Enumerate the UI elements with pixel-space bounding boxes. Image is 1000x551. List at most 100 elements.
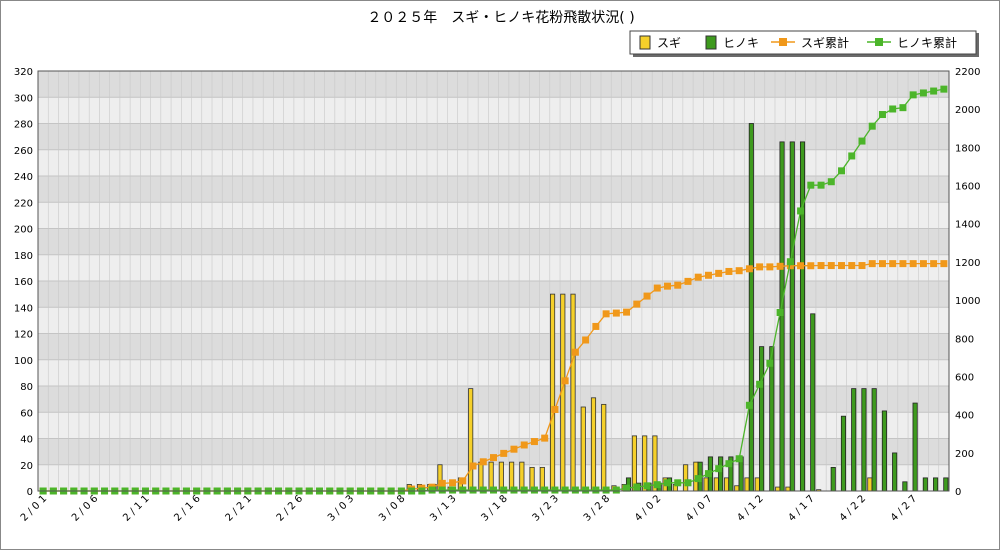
right-tick-label: 0 — [955, 487, 961, 498]
bar-hinoki — [810, 313, 816, 492]
left-tick-label: 300 — [14, 93, 33, 104]
right-tick-label: 200 — [955, 449, 974, 460]
bar-hinoki — [759, 346, 765, 492]
bar-hinoki — [769, 346, 775, 492]
bar-hinoki — [718, 456, 724, 492]
plot-band — [38, 333, 949, 360]
left-tick-label: 240 — [14, 172, 33, 183]
plot-band — [38, 202, 949, 229]
x-tick-label: 4 / 0 7 — [684, 493, 714, 523]
sugi-cumulative-marker — [756, 263, 764, 271]
hinoki-cumulative-marker — [510, 486, 518, 494]
bar-hinoki — [748, 123, 754, 492]
bar-hinoki — [912, 402, 918, 492]
hinoki-cumulative-marker — [602, 486, 610, 494]
bar-hinoki — [871, 388, 877, 492]
x-tick-label: 3 / 0 3 — [326, 493, 356, 523]
bar-hinoki — [902, 481, 908, 492]
hinoki-cumulative-marker — [889, 105, 897, 113]
hinoki-cumulative-marker — [776, 309, 784, 316]
bar-hinoki — [881, 410, 887, 492]
x-tick-label: 4 / 1 7 — [787, 493, 817, 523]
sugi-cumulative-marker — [704, 271, 712, 279]
left-tick-label: 140 — [14, 303, 33, 314]
sugi-cumulative-marker — [919, 260, 927, 268]
plot-band — [38, 123, 949, 150]
sugi-cumulative-marker — [838, 262, 846, 270]
hinoki-cumulative-marker — [878, 111, 886, 119]
hinoki-cumulative-marker — [459, 486, 467, 494]
hinoki-cumulative-marker — [797, 207, 805, 215]
legend: スギ ヒノキ スギ累計 ヒノキ累計 — [629, 30, 979, 57]
sugi-cumulative-marker — [797, 262, 805, 270]
right-tick-label: 800 — [955, 334, 974, 345]
sugi-cumulative-marker — [653, 284, 661, 292]
sugi-cumulative-marker — [735, 267, 743, 275]
hinoki-cumulative-marker — [592, 486, 600, 494]
sugi-cumulative-marker — [848, 262, 856, 270]
hinoki-cumulative-marker — [561, 486, 569, 494]
sugi-cumulative-marker — [623, 308, 631, 316]
left-tick-label: 160 — [14, 277, 33, 288]
x-tick-label: 4 / 0 2 — [633, 493, 663, 523]
bar-sugi — [631, 435, 637, 492]
hinoki-cumulative-marker — [756, 380, 764, 388]
right-tick-label: 1200 — [955, 258, 980, 269]
hinoki-cumulative-marker — [694, 475, 702, 483]
sugi-cumulative-marker — [541, 434, 549, 442]
sugi-cumulative-marker — [674, 281, 682, 289]
hinoki-cumulative-marker — [909, 91, 917, 99]
x-tick-label: 4 / 2 2 — [838, 493, 868, 523]
left-tick-label: 200 — [14, 225, 33, 236]
x-tick-label: 3 / 0 8 — [377, 493, 407, 523]
left-tick-label: 60 — [20, 408, 33, 419]
bar-sugi — [713, 477, 719, 492]
left-tick-label: 260 — [14, 146, 33, 157]
sugi-cumulative-marker — [940, 260, 948, 268]
bar-sugi — [550, 293, 556, 492]
hinoki-cumulative-marker — [838, 167, 846, 175]
bar-hinoki — [799, 141, 806, 492]
bar-hinoki — [943, 477, 949, 492]
bar-sugi — [867, 477, 873, 492]
sugi-cumulative-marker — [715, 269, 723, 277]
plot-band — [38, 228, 949, 255]
plot-band — [38, 71, 949, 98]
sugi-cumulative-marker — [664, 282, 672, 290]
sugi-cumulative-marker — [807, 262, 815, 270]
sugi-cumulative-marker — [858, 262, 866, 270]
bar-sugi — [744, 477, 750, 492]
hinoki-cumulative-marker — [469, 486, 477, 494]
hinoki-cumulative-marker — [930, 87, 938, 95]
hinoki-cumulative-marker — [725, 460, 733, 468]
bar-hinoki — [789, 141, 795, 492]
hinoki-cumulative-marker — [623, 484, 631, 492]
sugi-cumulative-marker — [684, 277, 692, 285]
hinoki-cumulative-marker — [612, 486, 620, 494]
x-tick-label: 2 / 0 1 — [19, 493, 49, 523]
bar-sugi — [683, 464, 689, 492]
left-tick-label: 40 — [20, 435, 33, 446]
right-tick-label: 1600 — [955, 182, 980, 193]
hinoki-cumulative-marker — [858, 137, 866, 145]
sugi-cumulative-marker — [776, 262, 784, 270]
sugi-cumulative-marker — [530, 438, 538, 446]
sugi-cumulative-marker — [930, 260, 938, 268]
x-tick-label: 3 / 2 3 — [531, 493, 561, 523]
bar-sugi — [570, 293, 576, 492]
right-tick-label: 1800 — [955, 143, 980, 154]
right-tick-label: 400 — [955, 411, 974, 422]
left-tick-label: 280 — [14, 120, 33, 131]
hinoki-cumulative-marker — [500, 486, 508, 494]
left-tick-label: 20 — [20, 461, 33, 472]
chart-title: ２０２５年 スギ・ヒノキ花粉飛散状況( ) — [367, 10, 634, 26]
legend-label-hinoki-cum: ヒノキ累計 — [897, 35, 957, 50]
left-tick-label: 180 — [14, 251, 33, 262]
right-tick-label: 2000 — [955, 105, 980, 116]
sugi-cumulative-marker — [868, 260, 876, 268]
sugi-cumulative-marker — [571, 348, 579, 356]
bar-hinoki — [922, 477, 928, 492]
sugi-cumulative-marker — [582, 336, 590, 344]
hinoki-cumulative-marker — [428, 486, 436, 494]
